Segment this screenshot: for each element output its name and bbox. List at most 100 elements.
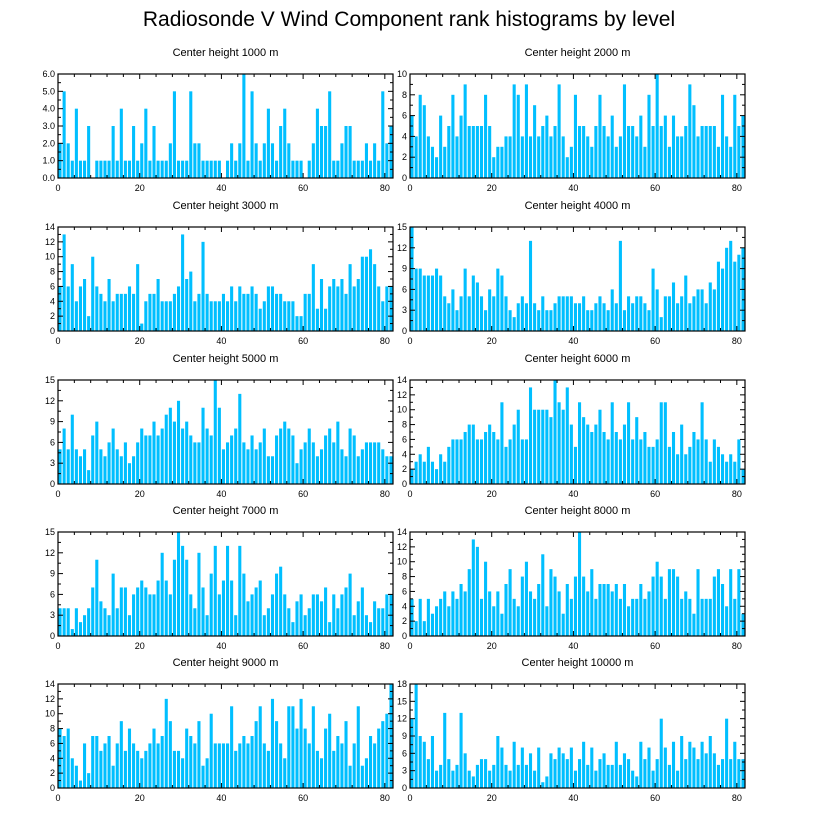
- histogram-bar: [352, 286, 356, 331]
- x-tick-label: 0: [55, 183, 60, 193]
- x-tick-label: 20: [487, 336, 497, 346]
- histogram-bar: [344, 126, 348, 178]
- x-tick-label: 0: [407, 641, 412, 651]
- y-tick-label: 9: [402, 731, 407, 741]
- histogram-bar: [479, 126, 484, 178]
- histogram-bar: [160, 736, 164, 788]
- histogram-bar: [463, 753, 467, 788]
- y-tick-label: 0: [50, 479, 55, 489]
- histogram-bar: [439, 275, 443, 331]
- histogram-bar: [246, 601, 250, 636]
- histogram-bar: [103, 160, 107, 178]
- histogram-bar: [541, 554, 545, 636]
- histogram-bar: [99, 750, 103, 788]
- histogram-bar: [696, 569, 700, 636]
- histogram-bar: [230, 435, 234, 484]
- histogram-bar: [136, 264, 140, 331]
- histogram-bar: [520, 439, 524, 484]
- histogram-bar: [344, 587, 348, 636]
- y-tick-label: 4: [50, 296, 55, 306]
- histogram-bar: [87, 126, 91, 178]
- histogram-bar: [430, 736, 435, 788]
- histogram-bar: [328, 286, 332, 331]
- histogram-bar: [622, 424, 627, 484]
- histogram-bar: [455, 310, 459, 331]
- histogram-bar: [447, 606, 451, 636]
- histogram-bar: [659, 126, 663, 178]
- histogram-bar: [733, 598, 737, 636]
- histogram-bar: [467, 770, 471, 788]
- y-tick-label: 2: [402, 152, 407, 162]
- histogram-bar: [651, 126, 655, 178]
- histogram-bar: [422, 461, 426, 484]
- histogram-bar: [136, 442, 140, 484]
- histogram-bar: [451, 439, 455, 484]
- histogram-bar: [140, 143, 144, 178]
- histogram-bar: [234, 750, 238, 788]
- histogram-bar: [578, 532, 582, 636]
- histogram-bar: [553, 126, 557, 178]
- histogram-bar: [123, 587, 127, 636]
- histogram-bar: [500, 747, 504, 788]
- histogram-bar: [389, 456, 393, 484]
- histogram-bar: [704, 126, 708, 178]
- histogram-bar: [279, 126, 283, 178]
- histogram-bar: [504, 296, 508, 331]
- x-tick-label: 0: [55, 336, 60, 346]
- histogram-bar: [729, 454, 733, 484]
- x-tick-label: 80: [732, 336, 742, 346]
- histogram-bar: [725, 461, 729, 484]
- histogram-bar: [484, 94, 488, 178]
- histogram-bar: [315, 308, 319, 331]
- histogram-bar: [275, 160, 279, 178]
- histogram-bar: [479, 598, 484, 636]
- histogram-bar: [598, 296, 602, 331]
- histogram-bar: [127, 463, 132, 484]
- x-tick-label: 20: [135, 336, 145, 346]
- histogram-bar: [475, 282, 479, 331]
- histogram-bar: [160, 301, 164, 331]
- histogram-bar: [692, 432, 696, 484]
- histogram-bar: [303, 615, 307, 636]
- histogram-bar: [205, 293, 209, 331]
- histogram-bar: [193, 143, 197, 178]
- histogram-bar: [172, 750, 176, 788]
- histogram-bar: [140, 323, 144, 331]
- histogram-bar: [631, 770, 635, 788]
- y-tick-label: 12: [45, 237, 55, 247]
- histogram-bar: [148, 293, 152, 331]
- histogram-bar: [737, 439, 741, 484]
- histogram-bar: [459, 115, 463, 178]
- histogram-bar: [439, 598, 443, 636]
- histogram-bar: [471, 539, 475, 636]
- histogram-bar: [78, 622, 83, 636]
- histogram-bar: [729, 759, 733, 788]
- panel-title: Center height 9000 m: [173, 657, 279, 669]
- histogram-bar: [340, 743, 344, 788]
- histogram-bar: [565, 157, 569, 178]
- histogram-bar: [340, 594, 344, 636]
- histogram-bar: [156, 580, 160, 636]
- histogram-bar: [451, 94, 455, 178]
- histogram-bar: [647, 94, 651, 178]
- histogram-bar: [176, 400, 181, 484]
- histogram-bar: [205, 615, 209, 636]
- histogram-bar: [87, 773, 91, 788]
- histogram-bar: [270, 594, 275, 636]
- histogram-bar: [360, 765, 364, 788]
- figure-title: Radiosonde V Wind Component rank histogr…: [142, 8, 676, 31]
- panel-title: Center height 8000 m: [525, 505, 631, 517]
- histogram-bar: [586, 764, 590, 788]
- histogram-bar: [242, 736, 246, 788]
- y-tick-label: 5.0: [42, 86, 55, 96]
- histogram-bar: [185, 421, 189, 484]
- histogram-bar: [488, 770, 492, 788]
- y-tick-label: 14: [397, 527, 407, 537]
- histogram-bar: [189, 736, 193, 788]
- histogram-bar: [557, 402, 561, 484]
- histogram-bar: [565, 584, 569, 636]
- histogram-bar: [123, 160, 127, 178]
- histogram-bar: [181, 160, 185, 178]
- histogram-bar: [569, 598, 573, 636]
- histogram-bar: [680, 136, 684, 178]
